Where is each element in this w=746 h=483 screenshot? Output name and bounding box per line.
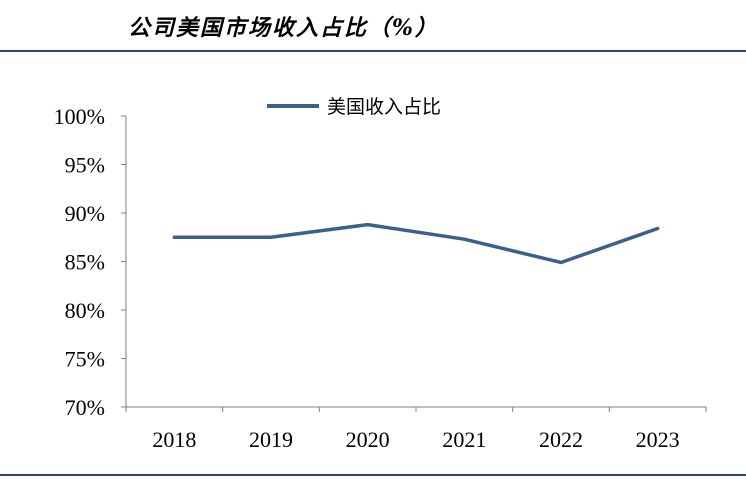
x-tick-label: 2021 bbox=[442, 427, 486, 452]
data-point bbox=[366, 223, 370, 227]
legend: 美国收入占比 bbox=[267, 96, 441, 118]
data-point bbox=[172, 235, 176, 239]
y-tick-label: 100% bbox=[54, 104, 105, 129]
tick-labels: 70% 75% 80% 85% 90% 95% 100% 2018 2019 2020 2021 20… bbox=[54, 104, 680, 452]
x-tick-label: 2018 bbox=[152, 427, 196, 452]
y-tick-label: 95% bbox=[65, 153, 105, 178]
y-tick-label: 90% bbox=[65, 201, 105, 226]
y-tick-label: 80% bbox=[65, 298, 105, 323]
data-point bbox=[269, 235, 273, 239]
data-point bbox=[462, 237, 466, 241]
chart-title: 公司美国市场收入占比（%） bbox=[128, 15, 439, 41]
series-line bbox=[172, 222, 660, 265]
x-tick-label: 2019 bbox=[249, 427, 293, 452]
y-tick-label: 85% bbox=[65, 250, 105, 275]
y-tick-label: 70% bbox=[65, 395, 105, 420]
axes bbox=[121, 115, 707, 412]
data-point bbox=[656, 227, 660, 231]
series-layer bbox=[172, 222, 660, 265]
legend-label: 美国收入占比 bbox=[327, 96, 441, 118]
x-tick-label: 2020 bbox=[346, 427, 390, 452]
footer-divider bbox=[0, 474, 746, 476]
data-point bbox=[559, 260, 563, 264]
x-tick-label: 2022 bbox=[539, 427, 583, 452]
y-tick-label: 75% bbox=[65, 347, 105, 372]
title-divider bbox=[0, 50, 746, 52]
x-tick-label: 2023 bbox=[636, 427, 680, 452]
